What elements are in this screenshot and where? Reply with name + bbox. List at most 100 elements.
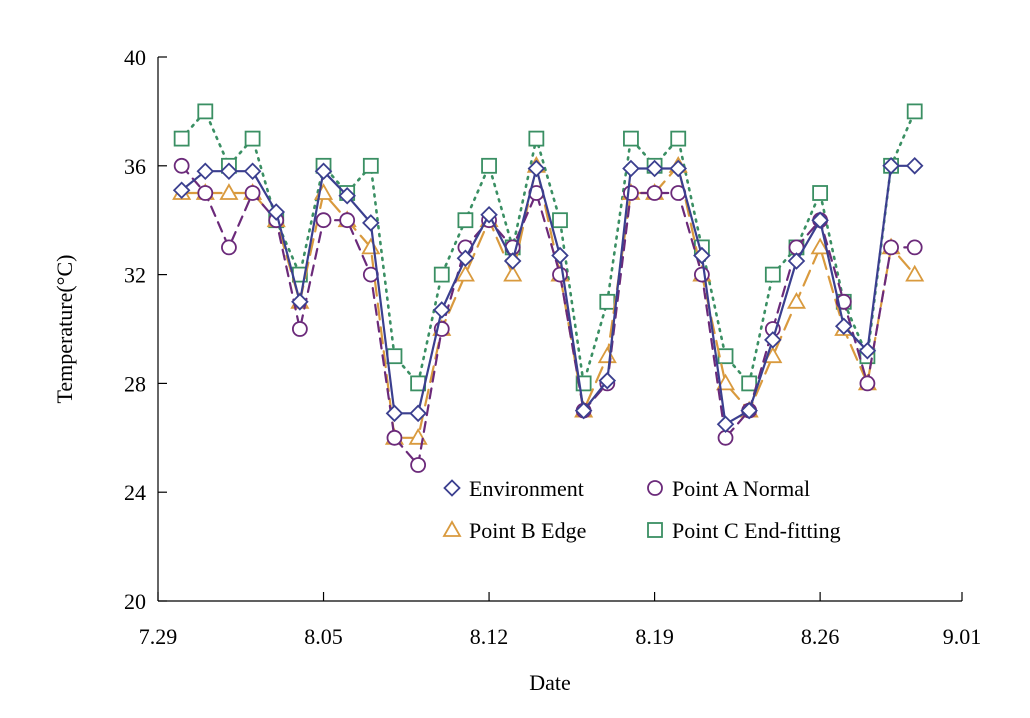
legend-item: Point C End-fitting [647,518,841,543]
series-line [180,164,916,426]
y-tick-label: 24 [124,480,146,505]
x-tick-label: 9.01 [943,624,982,649]
legend: Environment Point A Normal Point B Edge Poi… [442,476,841,543]
data-point [764,266,781,283]
data-point [173,157,190,174]
series-environment [172,157,924,433]
data-point [457,212,474,229]
data-point [480,205,498,224]
data-point [385,404,404,423]
y-tick-label: 28 [124,371,146,396]
data-point [905,157,924,175]
data-point [859,375,876,392]
series-line [180,164,916,439]
legend-label: Point A Normal [672,476,810,501]
data-point [574,401,593,420]
legend-item: Environment [443,476,584,501]
data-point [409,404,427,423]
x-tick-label: 8.19 [635,624,674,649]
data-point [646,185,663,201]
x-tick-label: 8.12 [470,624,509,649]
data-point [858,341,877,360]
x-axis-title: Date [529,670,571,695]
legend-label: Environment [469,476,584,501]
series-point-a-normal [173,157,923,473]
axes: 20 24 28 32 36 40 7.29 8.05 8.12 8.19 8.26 9.01 [124,45,981,649]
data-point [810,237,830,255]
legend-item: Point B Edge [442,518,586,543]
y-tick-label: 32 [124,263,146,288]
data-point [455,264,475,282]
data-point [197,103,214,120]
data-point [812,185,829,201]
data-point [386,429,403,446]
data-point [670,130,687,147]
legend-marker [443,479,461,497]
x-tick-label: 8.05 [304,624,343,649]
data-point [835,293,852,310]
y-tick-label: 20 [124,589,146,614]
series-layer [172,103,925,473]
data-point [338,186,356,205]
data-point [552,266,568,283]
data-point [883,239,899,256]
data-point [221,239,237,256]
data-point [173,130,190,147]
data-point [267,203,286,221]
data-point [882,157,900,175]
data-point [597,346,617,364]
data-point [410,457,427,473]
data-point [906,103,923,120]
data-point [291,293,309,311]
data-point [362,157,379,174]
data-point [669,159,688,178]
data-point [741,375,758,392]
data-point [244,185,261,201]
data-point [197,185,214,201]
x-tick-label: 8.26 [801,624,840,649]
data-point [834,317,853,336]
data-point [599,293,616,310]
legend-marker [647,522,663,538]
data-point [220,162,238,181]
data-point [244,130,261,147]
data-point [219,183,239,200]
data-point [693,246,711,265]
legend-label: Point C End-fitting [672,518,841,543]
legend-marker [647,480,663,496]
data-point [598,371,617,390]
legend-marker [442,520,462,537]
data-point [905,264,925,282]
data-point [528,130,545,147]
data-point [623,185,639,201]
data-point [456,249,475,268]
data-point [645,159,664,178]
legend-item: Point A Normal [647,476,810,501]
data-point [291,321,308,337]
data-point [503,252,522,270]
data-point [811,211,829,229]
series-point-c-end-fitting [173,103,923,392]
data-point [693,266,710,283]
data-point [622,159,640,178]
data-point [552,212,568,229]
series-point-b-edge [172,155,925,445]
data-point [243,162,262,181]
data-point [527,159,546,178]
x-tick-label: 7.29 [139,624,178,649]
y-tick-label: 40 [124,45,146,70]
data-point [623,130,639,147]
data-point [362,214,380,232]
data-point [481,157,497,174]
data-point [433,266,450,283]
data-point [314,162,333,181]
data-point [740,401,758,420]
data-point [196,162,215,181]
data-point [551,246,569,265]
data-point [764,331,782,349]
data-point [386,348,403,365]
data-point [339,212,356,229]
data-point [786,291,807,309]
data-point [787,252,806,270]
